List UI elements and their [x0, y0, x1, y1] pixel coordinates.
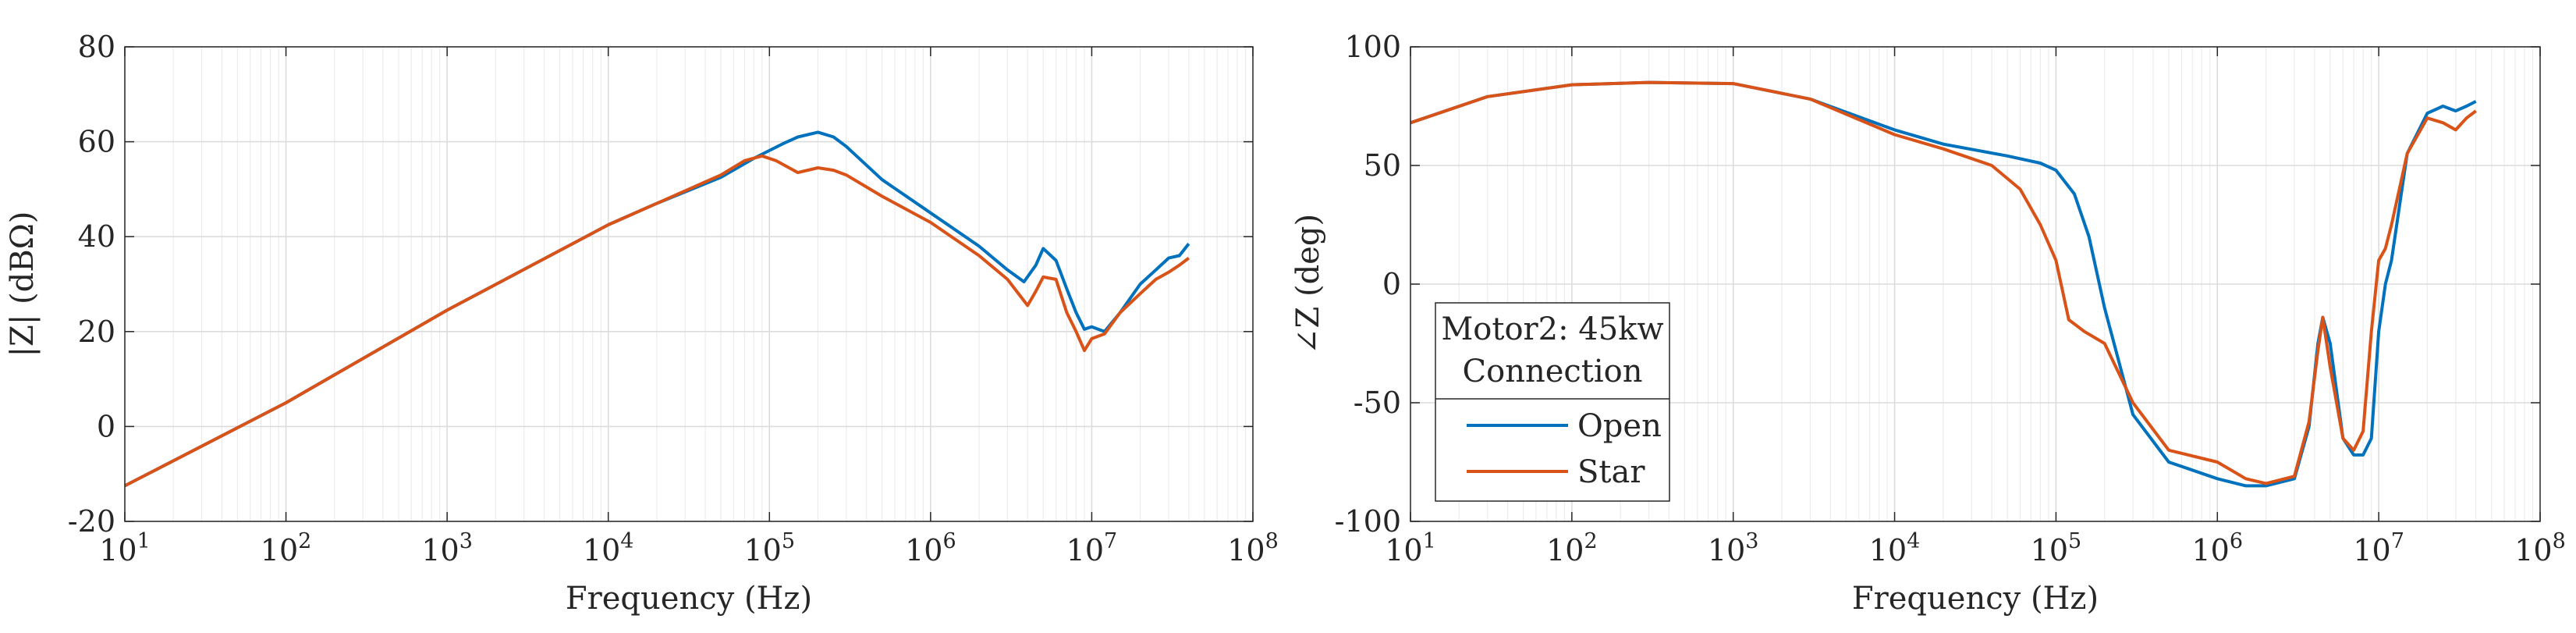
x-tick-label: 104	[1869, 529, 1921, 567]
phase-ticks: 101 102 103 104 105 106 107 108 -100 -50 0 50 100	[1335, 30, 2566, 567]
magnitude-y-axis-label: |Z| (dBΩ)	[5, 212, 41, 357]
phase-x-axis-label: Frequency (Hz)	[1852, 581, 2099, 617]
y-tick-label: 60	[78, 125, 115, 159]
y-tick-label: 80	[78, 30, 115, 64]
phase-y-axis-label: ∠Z (deg)	[1290, 214, 1326, 354]
phase-series	[1410, 80, 2477, 488]
legend: Motor2: 45kw Connection Open Star	[1435, 302, 1670, 502]
x-tick-label: 103	[1708, 529, 1759, 567]
legend-box	[1435, 302, 1670, 502]
y-tick-label: -50	[1354, 386, 1401, 420]
x-tick-label: 101	[99, 529, 151, 567]
x-tick-label: 108	[1227, 529, 1279, 567]
y-tick-label: 40	[78, 219, 115, 254]
x-tick-label: 108	[2514, 529, 2566, 567]
y-tick-label: 20	[78, 315, 115, 349]
x-tick-label: 102	[1546, 529, 1598, 567]
phase-chart: 101 102 103 104 105 106 107 108 -100 -50 0 50 100 Fr…	[1290, 30, 2566, 617]
y-tick-label: 100	[1344, 30, 1401, 64]
x-tick-label: 102	[261, 529, 312, 567]
x-tick-label: 103	[421, 529, 473, 567]
series-line-star	[1410, 80, 2477, 485]
y-tick-label: 0	[97, 409, 115, 443]
y-tick-label: 0	[1382, 267, 1401, 301]
x-tick-label: 104	[583, 529, 634, 567]
legend-title-line-1: Motor2: 45kw	[1441, 311, 1663, 347]
y-tick-label: -20	[68, 504, 115, 539]
magnitude-ticks: 101 102 103 104 105 106 107 108 -20 0 20 40 60 80	[68, 30, 1279, 567]
y-tick-label: 50	[1364, 148, 1401, 183]
magnitude-plot-area	[125, 47, 1253, 521]
x-tick-label: 106	[2192, 529, 2244, 567]
legend-label-star: Star	[1577, 454, 1645, 490]
magnitude-axes-box	[124, 46, 1254, 522]
magnitude-series	[124, 130, 1190, 488]
legend-label-open: Open	[1577, 408, 1662, 444]
x-tick-label: 105	[744, 529, 796, 567]
x-tick-label: 107	[1066, 529, 1118, 567]
legend-title-line-2: Connection	[1463, 354, 1643, 389]
x-tick-label: 107	[2353, 529, 2404, 567]
x-tick-label: 105	[2031, 529, 2082, 567]
magnitude-chart: 101 102 103 104 105 106 107 108 -20 0 20 40 60 80 Fre…	[5, 30, 1279, 617]
x-tick-label: 106	[905, 529, 956, 567]
series-line-star	[124, 154, 1190, 488]
x-tick-label: 101	[1385, 529, 1436, 567]
series-line-open	[1410, 80, 2477, 488]
magnitude-x-axis-label: Frequency (Hz)	[566, 581, 812, 617]
y-tick-label: -100	[1335, 504, 1401, 539]
